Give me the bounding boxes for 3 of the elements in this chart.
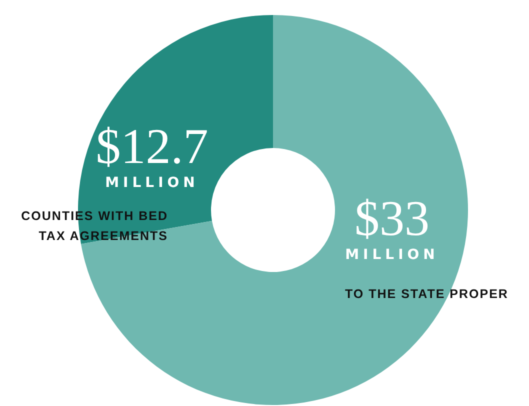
slice-label: TO THE STATE PROPER (345, 286, 510, 303)
data-label: $33 MILLION (344, 190, 440, 264)
data-label: $12.7 MILLION (94, 118, 210, 192)
